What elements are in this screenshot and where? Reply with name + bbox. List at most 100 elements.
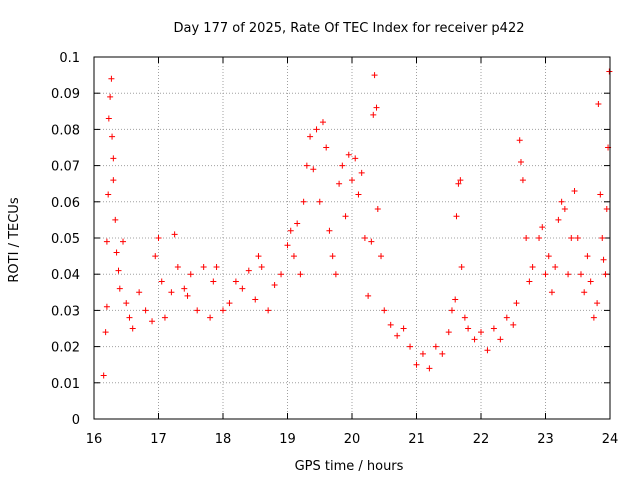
data-points bbox=[100, 68, 613, 379]
data-point bbox=[200, 263, 207, 270]
data-point bbox=[595, 101, 602, 108]
data-point bbox=[307, 133, 314, 140]
data-point bbox=[110, 177, 117, 184]
data-point bbox=[510, 321, 517, 328]
data-point bbox=[245, 267, 252, 274]
data-point bbox=[548, 289, 555, 296]
data-point bbox=[107, 93, 114, 100]
data-point bbox=[123, 300, 130, 307]
data-point bbox=[594, 300, 601, 307]
data-point bbox=[336, 180, 343, 187]
data-point bbox=[523, 235, 530, 241]
data-point bbox=[319, 119, 326, 126]
data-point bbox=[102, 329, 109, 336]
data-point bbox=[587, 278, 594, 285]
data-point bbox=[484, 347, 491, 354]
x-tick-label: 18 bbox=[215, 432, 232, 447]
data-point bbox=[545, 253, 552, 260]
data-point bbox=[602, 271, 609, 278]
data-point bbox=[113, 249, 120, 256]
data-point bbox=[371, 72, 378, 79]
y-tick-label: 0.05 bbox=[51, 232, 80, 247]
data-point bbox=[339, 162, 346, 169]
data-point bbox=[252, 296, 259, 303]
grid bbox=[94, 57, 610, 419]
data-point bbox=[503, 314, 510, 321]
data-point bbox=[542, 271, 549, 278]
chart-title: Day 177 of 2025, Rate Of TEC Index for r… bbox=[174, 21, 525, 36]
data-point bbox=[181, 285, 188, 292]
y-tick-label: 0.01 bbox=[51, 377, 80, 392]
data-point bbox=[457, 177, 464, 184]
data-point bbox=[561, 206, 568, 213]
data-point bbox=[599, 235, 606, 241]
data-point bbox=[149, 318, 156, 325]
y-axis-label: ROTI / TECUs bbox=[7, 197, 22, 282]
data-point bbox=[419, 350, 426, 357]
data-point bbox=[455, 180, 462, 187]
data-point bbox=[448, 307, 455, 314]
data-point bbox=[478, 329, 484, 336]
data-point bbox=[194, 307, 201, 314]
y-tick-label: 0.1 bbox=[59, 51, 80, 66]
y-tick-label: 0.03 bbox=[51, 304, 80, 319]
x-tick-label: 20 bbox=[344, 432, 361, 447]
data-point bbox=[584, 253, 591, 260]
data-point bbox=[413, 361, 420, 368]
data-point bbox=[174, 263, 181, 270]
data-point bbox=[310, 166, 317, 173]
data-point bbox=[171, 231, 178, 238]
x-tick-label: 16 bbox=[86, 432, 103, 447]
data-point bbox=[142, 307, 149, 314]
data-point bbox=[381, 307, 388, 314]
data-point bbox=[300, 198, 307, 205]
data-point bbox=[258, 263, 265, 270]
data-point bbox=[112, 216, 119, 223]
x-tick-labels: 16 17 18 19 20 21 22 23 24 bbox=[86, 432, 619, 447]
data-point bbox=[497, 336, 504, 343]
data-point bbox=[558, 198, 565, 205]
data-point bbox=[278, 271, 285, 278]
data-point bbox=[326, 227, 333, 234]
x-tick-label: 17 bbox=[150, 432, 167, 447]
y-tick-label: 0 bbox=[72, 413, 80, 428]
x-tick-label: 23 bbox=[537, 432, 554, 447]
data-point bbox=[129, 325, 136, 332]
data-point bbox=[387, 321, 394, 328]
data-point bbox=[445, 329, 452, 336]
plot-frame bbox=[93, 56, 611, 420]
data-point bbox=[516, 137, 523, 144]
y-tick-labels: 0 0.01 0.02 0.03 0.04 0.05 0.06 0.07 0.08 0.09 0.1 bbox=[51, 51, 80, 428]
data-point bbox=[105, 115, 112, 122]
data-point bbox=[116, 285, 123, 292]
data-point bbox=[539, 224, 546, 231]
data-point bbox=[461, 314, 468, 321]
x-tick-label: 22 bbox=[473, 432, 490, 447]
data-point bbox=[349, 177, 355, 184]
data-point bbox=[574, 235, 581, 241]
data-point bbox=[355, 191, 362, 198]
data-point bbox=[213, 263, 220, 270]
y-tick-label: 0.02 bbox=[51, 341, 80, 356]
data-point bbox=[226, 300, 233, 307]
data-point bbox=[110, 155, 117, 162]
data-point bbox=[220, 307, 226, 314]
data-point bbox=[374, 206, 381, 213]
x-tick-label: 21 bbox=[408, 432, 425, 447]
data-point bbox=[329, 253, 336, 260]
data-point bbox=[361, 235, 368, 241]
y-tick-label: 0.06 bbox=[51, 196, 80, 211]
y-tick-label: 0.08 bbox=[51, 123, 80, 138]
data-point bbox=[168, 289, 175, 296]
data-point bbox=[105, 191, 112, 198]
data-point bbox=[342, 213, 349, 220]
data-point bbox=[439, 350, 446, 357]
data-point bbox=[313, 126, 320, 133]
data-point bbox=[316, 198, 323, 205]
data-point bbox=[109, 133, 116, 140]
data-point bbox=[365, 292, 372, 299]
y-tick-label: 0.04 bbox=[51, 268, 80, 283]
data-point bbox=[600, 256, 607, 263]
data-point bbox=[568, 235, 575, 241]
